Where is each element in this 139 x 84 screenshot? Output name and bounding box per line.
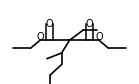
- Text: O: O: [36, 32, 44, 42]
- Text: O: O: [86, 19, 93, 29]
- Text: O: O: [46, 19, 53, 29]
- Text: O: O: [95, 32, 103, 42]
